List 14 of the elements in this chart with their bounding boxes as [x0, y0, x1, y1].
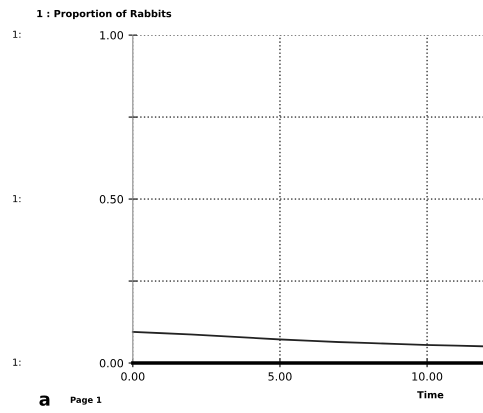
x-axis-title: Time	[417, 390, 444, 398]
x-tick-label: 0.00	[121, 372, 144, 381]
x-tick-label: 10.00	[412, 372, 442, 381]
text: 1:	[13, 30, 20, 38]
x-tick-label: 5.00	[268, 372, 292, 381]
y-tick-label: 0.00	[100, 359, 124, 368]
text: 1:	[13, 358, 20, 366]
text: 1:	[13, 195, 20, 202]
text: Page 1	[70, 396, 102, 405]
y-tick-label: 0.50	[100, 195, 124, 204]
chart-title: 1 : Proportion of Rabbits	[37, 10, 172, 20]
y-tick-label: 1.00	[100, 31, 124, 40]
line-series	[132, 330, 483, 348]
text: a	[39, 395, 50, 406]
